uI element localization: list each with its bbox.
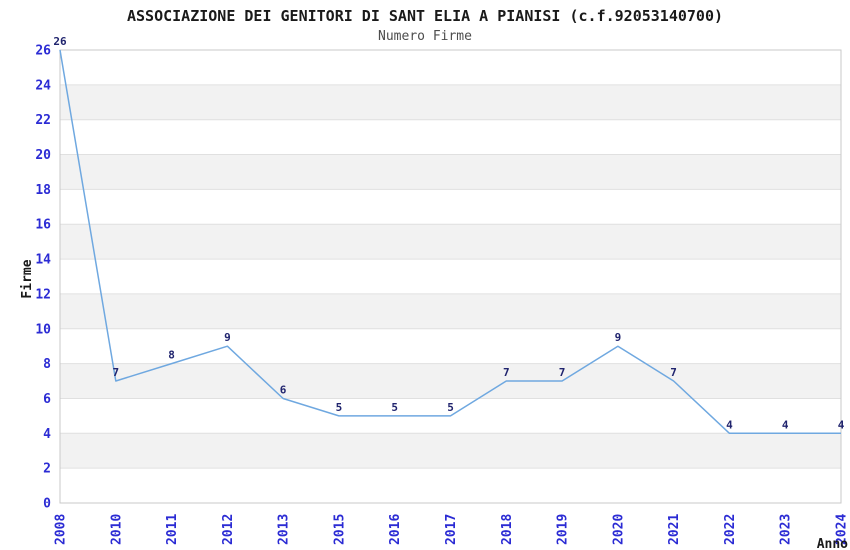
x-tick-label: 2016 bbox=[388, 514, 403, 545]
x-tick-label: 2020 bbox=[611, 514, 626, 545]
data-point-label: 4 bbox=[726, 418, 733, 431]
plot-gridlines bbox=[60, 84, 841, 469]
series-line bbox=[59, 49, 841, 435]
data-point-label: 7 bbox=[112, 366, 119, 379]
y-tick-label: 14 bbox=[35, 253, 51, 268]
data-point-label: 5 bbox=[336, 401, 343, 414]
plot-border-group bbox=[59, 49, 842, 504]
x-tick-label: 2011 bbox=[165, 514, 180, 545]
x-tick-label: 2018 bbox=[500, 514, 515, 545]
y-tick-label: 22 bbox=[35, 113, 51, 128]
y-grid-band bbox=[60, 363, 841, 399]
y-tick-label: 6 bbox=[43, 392, 51, 407]
x-tick-label: 2023 bbox=[779, 514, 794, 545]
x-tick-label: 2010 bbox=[109, 514, 124, 545]
y-grid-band bbox=[60, 154, 841, 190]
data-point-label: 7 bbox=[670, 366, 677, 379]
data-point-label: 9 bbox=[615, 331, 622, 344]
x-tick-label: 2008 bbox=[54, 514, 69, 545]
x-tick-label: 2017 bbox=[444, 514, 459, 545]
y-tick-label: 24 bbox=[35, 78, 51, 93]
y-axis-title: Firme bbox=[20, 259, 35, 298]
y-tick-label: 16 bbox=[35, 218, 51, 233]
data-point-label: 6 bbox=[280, 384, 287, 397]
x-tick-label: 2024 bbox=[835, 514, 850, 545]
y-grid-band bbox=[60, 433, 841, 469]
data-point-label: 4 bbox=[838, 418, 845, 431]
x-tick-labels-group: 2008 2010 2011 2012 2013 2015 2016 2017 2018 2019… bbox=[54, 514, 850, 545]
y-grid-band bbox=[60, 84, 841, 120]
data-point-label: 7 bbox=[559, 366, 566, 379]
y-tick-label: 4 bbox=[43, 427, 51, 442]
chart-subtitle: Numero Firme bbox=[378, 29, 472, 44]
data-point-label: 8 bbox=[168, 349, 175, 362]
y-tick-label: 8 bbox=[43, 357, 51, 372]
x-tick-label: 2012 bbox=[221, 514, 236, 545]
x-tick-label: 2019 bbox=[556, 514, 571, 545]
series-group bbox=[59, 49, 841, 435]
y-grid-band bbox=[60, 224, 841, 260]
x-tick-label: 2013 bbox=[277, 514, 292, 545]
data-labels-group: 26 7 8 9 6 5 5 5 7 7 9 7 4 4 4 bbox=[53, 35, 844, 431]
x-tick-label: 2021 bbox=[667, 514, 682, 545]
data-point-label: 4 bbox=[782, 418, 789, 431]
y-tick-label: 20 bbox=[35, 148, 51, 163]
y-tick-label: 10 bbox=[35, 322, 51, 337]
plot-bands bbox=[60, 84, 841, 469]
y-tick-label: 26 bbox=[35, 44, 51, 59]
data-point-label: 7 bbox=[503, 366, 510, 379]
x-axis-title: Anno bbox=[817, 537, 848, 550]
y-tick-label: 0 bbox=[43, 497, 51, 512]
y-tick-label: 12 bbox=[35, 287, 51, 302]
data-point-label: 26 bbox=[53, 35, 67, 48]
data-point-label: 9 bbox=[224, 331, 231, 344]
y-tick-label: 18 bbox=[35, 183, 51, 198]
y-grid-band bbox=[60, 293, 841, 329]
y-tick-label: 2 bbox=[43, 462, 51, 477]
data-point-label: 5 bbox=[391, 401, 398, 414]
chart-title: ASSOCIAZIONE DEI GENITORI DI SANT ELIA A… bbox=[127, 7, 723, 25]
data-point-label: 5 bbox=[447, 401, 454, 414]
x-tick-label: 2015 bbox=[332, 514, 347, 545]
plot-border bbox=[59, 49, 842, 504]
x-tick-label: 2022 bbox=[723, 514, 738, 545]
